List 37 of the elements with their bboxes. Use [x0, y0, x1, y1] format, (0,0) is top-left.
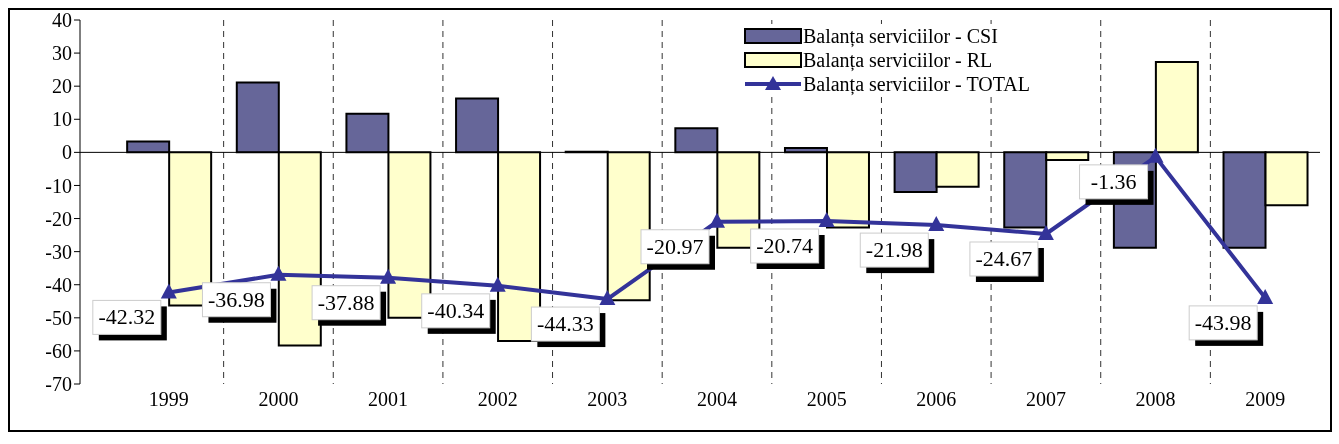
y-tick-label: -70: [45, 373, 72, 396]
x-tick-label: 1999: [148, 388, 189, 411]
y-tick-label: 10: [52, 108, 72, 131]
y-tick-label: 40: [52, 9, 72, 32]
x-tick-label: 2004: [697, 388, 737, 411]
data-label: -40.34: [427, 297, 485, 323]
data-label: -20.74: [756, 232, 814, 258]
legend-label: Balanța serviciilor - CSI: [802, 24, 998, 48]
x-tick-label: 2006: [916, 388, 957, 411]
data-label: -20.97: [646, 233, 704, 259]
x-tick-label: 2005: [806, 388, 847, 411]
data-label: -42.32: [98, 304, 156, 330]
data-label: -36.98: [208, 286, 265, 312]
x-tick-label: 2007: [1025, 388, 1066, 411]
legend-label: Balanța serviciilor - RL: [802, 48, 993, 72]
x-tick-label: 2008: [1135, 388, 1176, 411]
data-label: -43.98: [1194, 309, 1252, 335]
x-tick-label: 2002: [477, 388, 518, 411]
data-label: -21.98: [865, 237, 923, 263]
x-tick-label: 2003: [587, 388, 628, 411]
data-label: -44.33: [536, 311, 594, 337]
y-tick-label: 20: [52, 75, 72, 98]
data-label: -1.36: [1090, 168, 1137, 194]
x-tick-label: 2000: [258, 388, 299, 411]
y-tick-label: 30: [52, 42, 72, 65]
data-label: -24.67: [975, 246, 1033, 271]
y-tick-label: -50: [45, 306, 72, 329]
y-tick-label: -40: [45, 273, 72, 296]
legend-label: Balanța serviciilor - TOTAL: [802, 72, 1030, 96]
y-tick-label: 0: [62, 141, 72, 164]
y-tick-label: -60: [45, 340, 72, 363]
data-label: -37.88: [317, 289, 375, 315]
x-tick-label: 2001: [368, 388, 409, 411]
x-tick-label: 2009: [1245, 388, 1286, 411]
y-tick-label: -20: [45, 207, 72, 230]
y-tick-label: -30: [45, 240, 72, 263]
y-tick-label: -10: [45, 174, 72, 197]
